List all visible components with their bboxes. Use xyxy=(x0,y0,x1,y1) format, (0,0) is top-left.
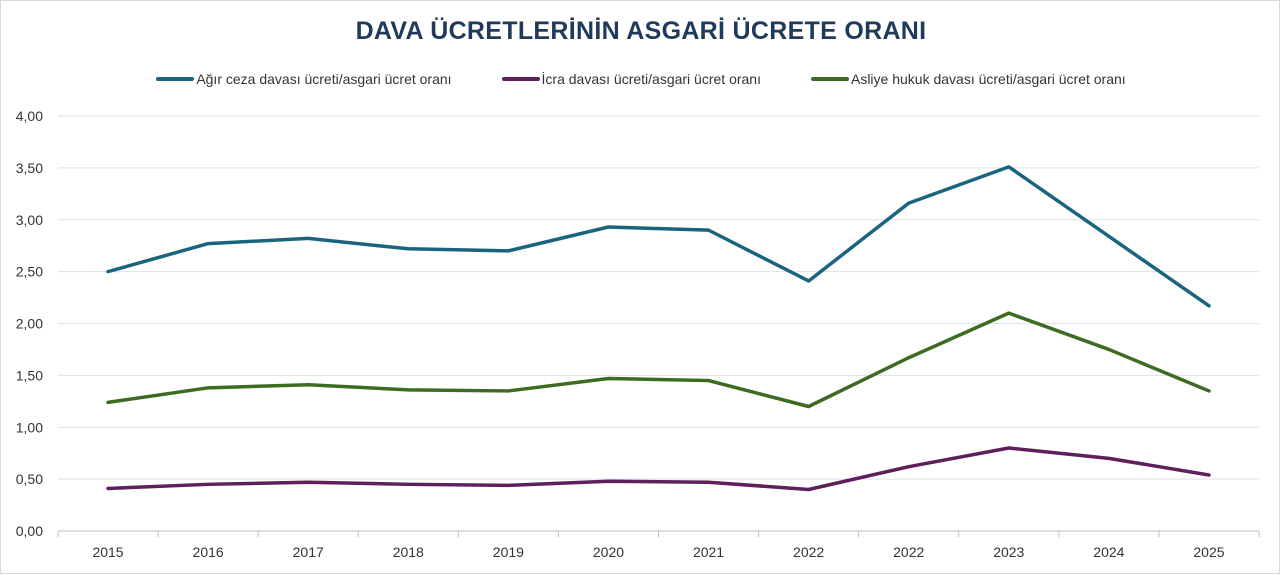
data-point xyxy=(1107,347,1111,351)
y-tick-label: 1,00 xyxy=(16,419,43,435)
data-point xyxy=(1207,473,1211,477)
x-tick-label: 2025 xyxy=(1193,544,1224,560)
y-tick-label: 0,00 xyxy=(16,523,43,539)
legend-item-agir-ceza: Ağır ceza davası ücreti/asgari ücret ora… xyxy=(156,71,452,87)
data-point xyxy=(1207,304,1211,308)
data-point xyxy=(807,279,811,283)
data-point xyxy=(406,482,410,486)
x-tick-label: 2020 xyxy=(593,544,624,560)
data-point xyxy=(707,228,711,232)
data-point xyxy=(707,379,711,383)
data-point xyxy=(1007,165,1011,169)
data-point xyxy=(406,247,410,251)
y-tick-label: 1,50 xyxy=(16,367,43,383)
y-tick-label: 2,00 xyxy=(16,316,43,332)
legend-label: Ağır ceza davası ücreti/asgari ücret ora… xyxy=(196,71,452,87)
x-tick-label: 2024 xyxy=(1093,544,1124,560)
data-point xyxy=(106,270,110,274)
chart-title: DAVA ÜCRETLERİNİN ASGARİ ÜCRETE ORANI xyxy=(355,17,927,45)
data-point xyxy=(807,488,811,491)
data-point xyxy=(1207,389,1211,393)
data-point xyxy=(907,465,911,469)
series-line-2 xyxy=(106,311,1211,409)
x-tick-label: 2022 xyxy=(893,544,924,560)
x-tick-label: 2016 xyxy=(193,544,224,560)
data-point xyxy=(1007,446,1011,450)
legend-item-asliye-hukuk: Asliye hukuk davası ücreti/asgari ücret … xyxy=(810,71,1126,87)
legend-item-icra: İcra davası ücreti/asgari ücret oranı xyxy=(501,71,761,87)
x-tick-label: 2018 xyxy=(393,544,424,560)
data-point xyxy=(907,201,911,205)
data-point xyxy=(1107,234,1111,238)
data-point xyxy=(306,383,310,387)
data-point xyxy=(206,482,210,486)
data-point xyxy=(406,388,410,392)
data-point xyxy=(506,483,510,487)
y-tick-label: 3,00 xyxy=(16,212,43,228)
y-tick-label: 2,50 xyxy=(16,264,43,280)
legend-label: Asliye hukuk davası ücreti/asgari ücret … xyxy=(850,71,1126,87)
data-point xyxy=(306,236,310,240)
data-point xyxy=(106,400,110,404)
x-tick-label: 2023 xyxy=(993,544,1024,560)
data-point xyxy=(606,225,610,229)
data-point xyxy=(907,356,911,360)
series-line-0 xyxy=(106,165,1211,308)
x-tick-label: 2021 xyxy=(693,544,724,560)
y-tick-label: 0,50 xyxy=(16,471,43,487)
legend-swatch xyxy=(156,77,195,81)
x-tick-label: 2017 xyxy=(293,544,324,560)
data-point xyxy=(707,480,711,484)
data-point xyxy=(606,376,610,380)
data-point xyxy=(206,386,210,390)
legend-swatch xyxy=(501,77,540,81)
data-point xyxy=(807,405,811,408)
series-line-1 xyxy=(106,446,1211,492)
y-tick-label: 4,00 xyxy=(16,108,43,124)
data-point xyxy=(106,486,110,490)
x-tick-label: 2022 xyxy=(793,544,824,560)
legend-label: İcra davası ücreti/asgari ücret oranı xyxy=(541,71,761,87)
data-point xyxy=(606,479,610,483)
x-tick-label: 2019 xyxy=(493,544,524,560)
data-point xyxy=(306,480,310,484)
legend: Ağır ceza davası ücreti/asgari ücret ora… xyxy=(1,71,1280,87)
data-point xyxy=(506,249,510,253)
x-tick-label: 2015 xyxy=(92,544,123,560)
y-tick-label: 3,50 xyxy=(16,160,43,176)
data-point xyxy=(206,242,210,246)
legend-swatch xyxy=(810,77,849,81)
data-point xyxy=(506,389,510,393)
data-point xyxy=(1107,456,1111,460)
data-point xyxy=(1007,311,1011,315)
